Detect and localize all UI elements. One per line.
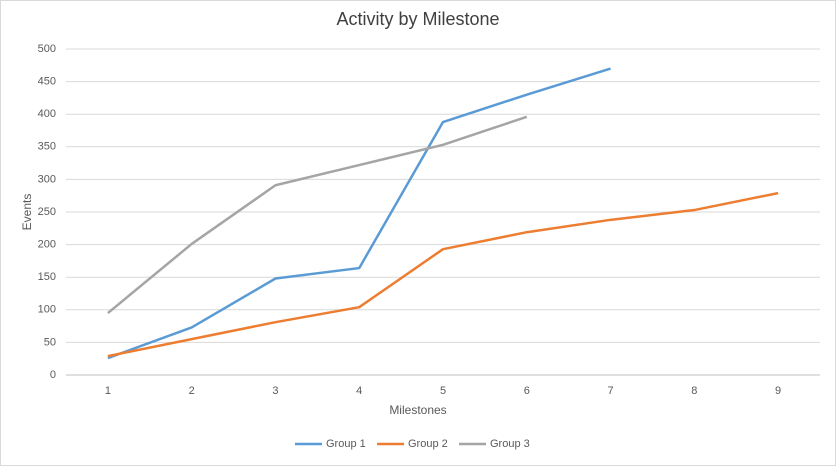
y-tick-label: 0 (50, 369, 56, 381)
legend-label: Group 3 (490, 438, 530, 450)
y-tick-label: 500 (38, 43, 56, 55)
y-tick-label: 350 (38, 141, 56, 153)
y-tick-label: 100 (38, 304, 56, 316)
y-tick-label: 50 (44, 336, 56, 348)
series-line (107, 67, 611, 360)
x-tick-label: 4 (356, 385, 362, 397)
y-tick-label: 400 (38, 108, 56, 120)
x-tick-label: 2 (189, 385, 195, 397)
chart-title: Activity by Milestone (336, 9, 499, 29)
y-tick-label: 150 (38, 271, 56, 283)
series-line (107, 191, 779, 358)
x-tick-label: 6 (524, 385, 530, 397)
legend-label: Group 2 (408, 438, 448, 450)
x-tick-label: 1 (105, 385, 111, 397)
x-tick-label: 9 (775, 385, 781, 397)
x-tick-label: 5 (440, 385, 446, 397)
x-tick-label: 7 (607, 385, 613, 397)
x-axis-title: Milestones (389, 403, 446, 417)
y-tick-label: 300 (38, 173, 56, 185)
series-line (107, 115, 528, 315)
x-tick-label: 3 (272, 385, 278, 397)
legend-label: Group 1 (326, 438, 366, 450)
y-tick-label: 250 (38, 206, 56, 218)
y-tick-label: 450 (38, 76, 56, 88)
y-tick-label: 200 (38, 239, 56, 251)
x-tick-label: 8 (691, 385, 697, 397)
y-axis-title: Events (20, 194, 34, 231)
